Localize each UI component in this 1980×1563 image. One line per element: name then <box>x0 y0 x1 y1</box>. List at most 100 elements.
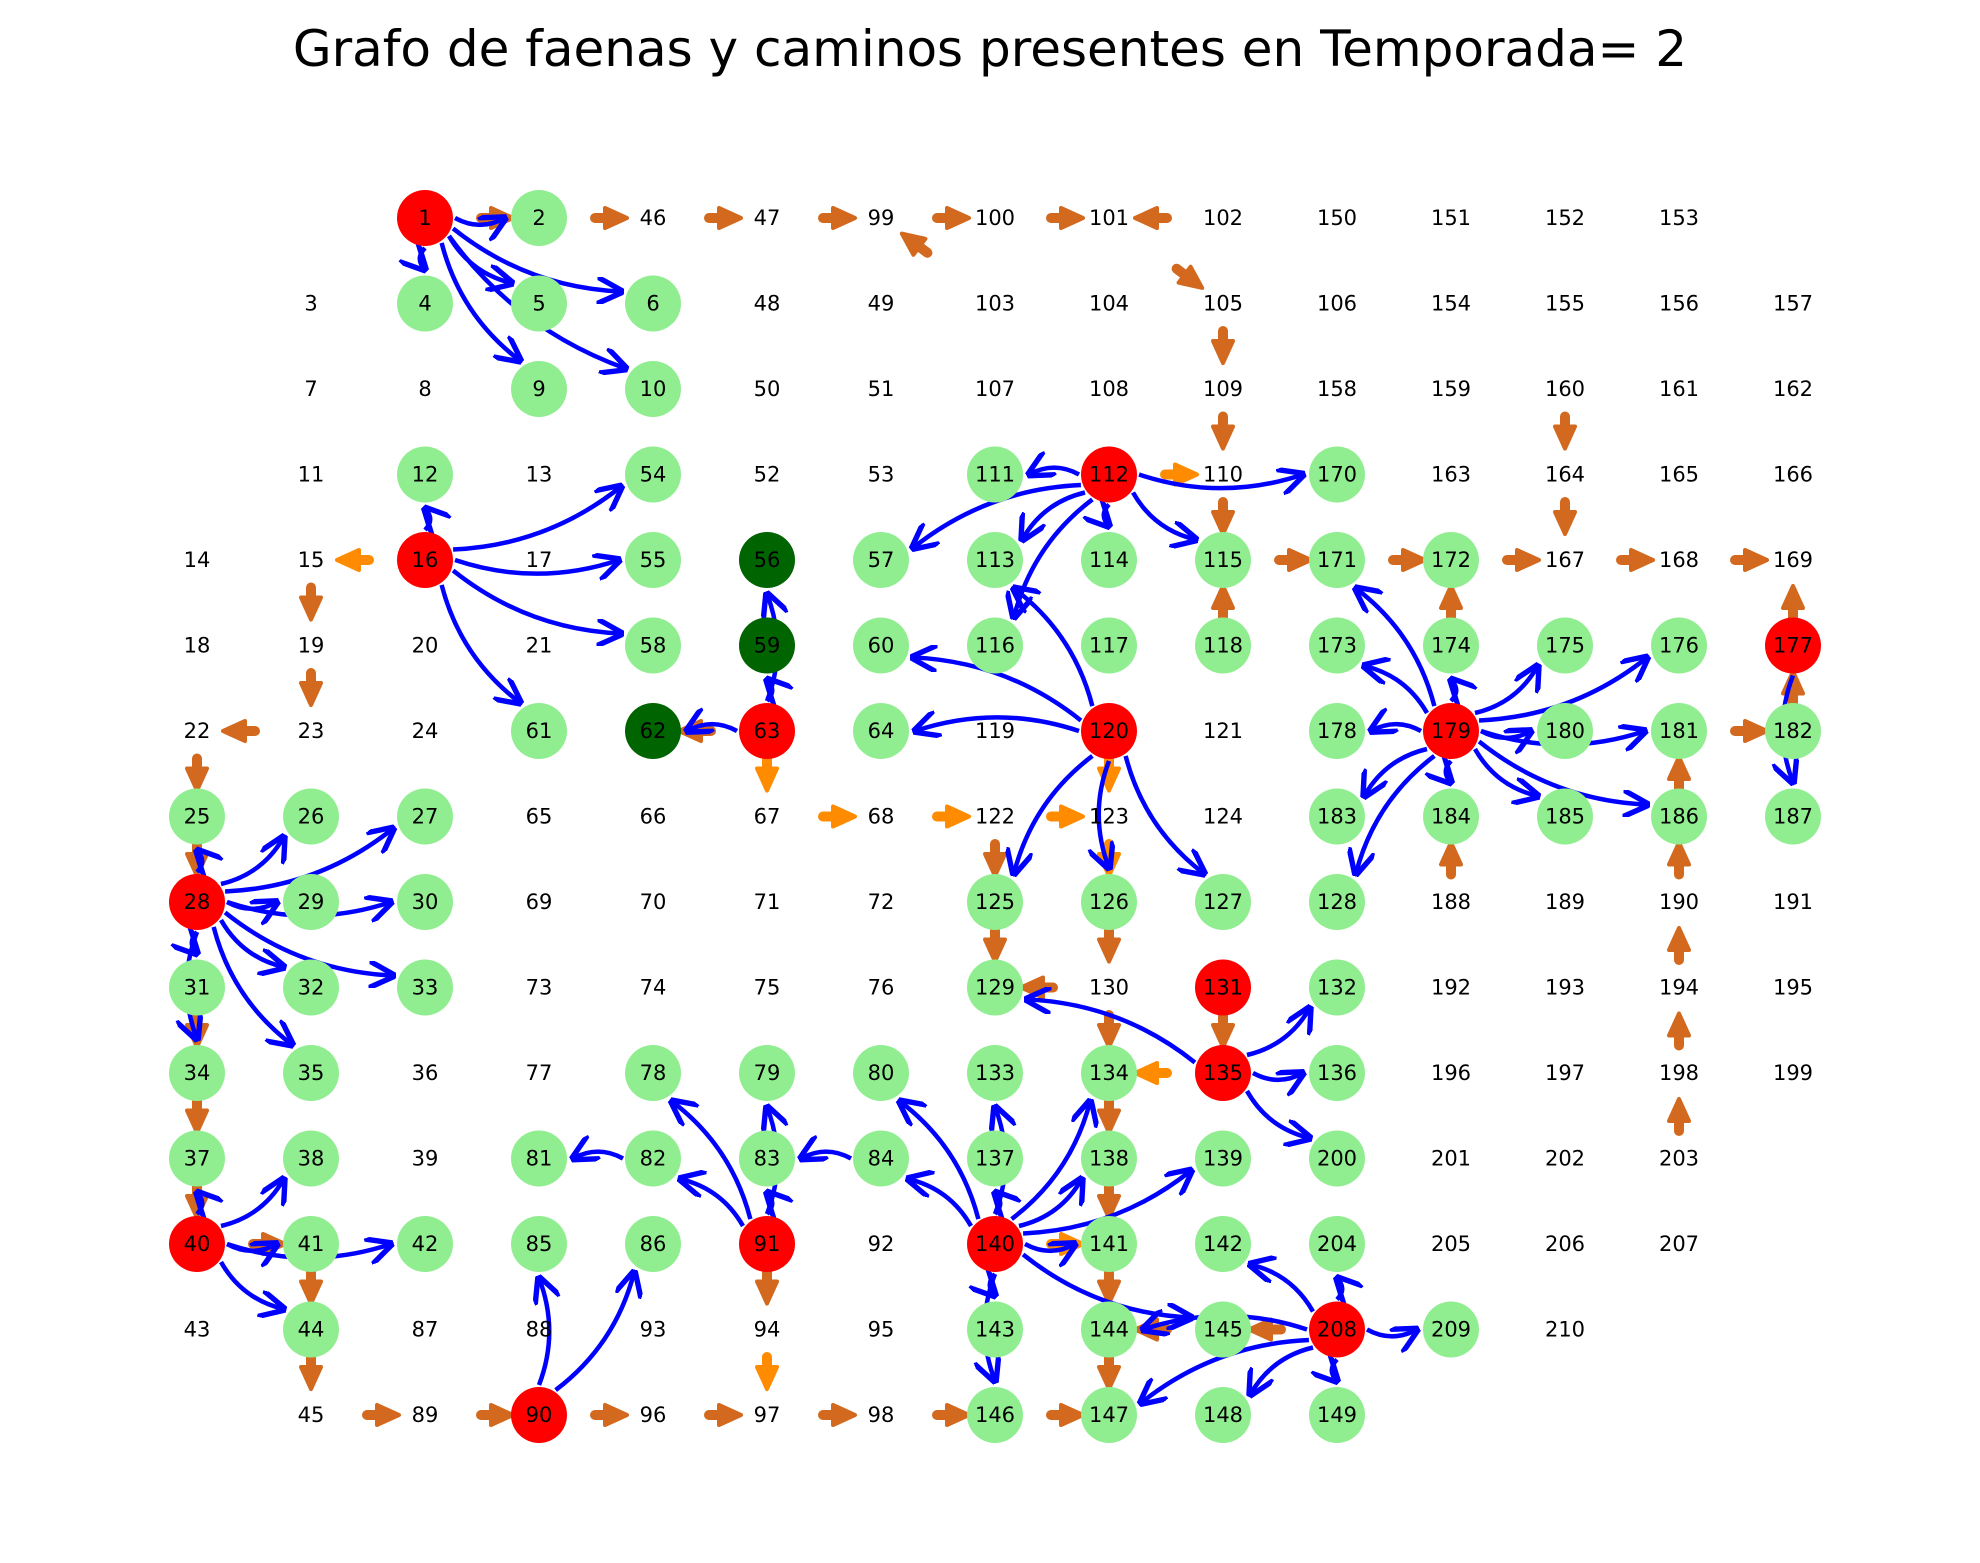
node-label: 44 <box>298 1318 325 1342</box>
node-label: 133 <box>975 1061 1015 1085</box>
faena-edge-135-200 <box>1245 1089 1310 1138</box>
node-26: 26 <box>283 788 339 845</box>
faena-edge-179-175 <box>1474 666 1538 716</box>
node-82: 82 <box>625 1130 681 1187</box>
node-label: 111 <box>975 463 1015 487</box>
node-label: 103 <box>975 292 1015 316</box>
node-182: 182 <box>1765 703 1821 759</box>
node-circle-125 <box>967 874 1023 930</box>
road-edge-91-94 <box>755 1266 779 1306</box>
node-circle-129 <box>967 959 1023 1016</box>
node-136: 136 <box>1309 1045 1365 1101</box>
node-label: 177 <box>1773 634 1813 658</box>
node-157: 157 <box>1773 292 1813 316</box>
node-label: 145 <box>1203 1318 1243 1342</box>
node-circle-170 <box>1309 446 1365 503</box>
faena-edge-140-134 <box>1010 1101 1090 1221</box>
node-label: 134 <box>1089 1061 1129 1085</box>
node-circle-10 <box>625 361 681 417</box>
node-circle-112 <box>1081 446 1137 503</box>
node-circle-111 <box>967 446 1023 503</box>
faena-edge-120-64 <box>915 717 1080 731</box>
faena-edge-112-111 <box>1029 468 1081 475</box>
node-label: 140 <box>975 1232 1015 1256</box>
node-circle-61 <box>511 703 567 759</box>
node-circle-16 <box>397 532 453 588</box>
node-84: 84 <box>853 1130 909 1187</box>
node-31: 31 <box>169 959 225 1016</box>
road-edge-174-172 <box>1439 584 1463 623</box>
node-186: 186 <box>1651 788 1707 845</box>
node-48: 48 <box>754 292 781 316</box>
node-147: 147 <box>1081 1387 1137 1443</box>
road-edge-19-23 <box>299 668 323 707</box>
faena-edge-1-9 <box>439 242 520 361</box>
node-29: 29 <box>283 874 339 930</box>
node-label: 174 <box>1431 634 1471 658</box>
road-edge-188-184 <box>1439 840 1463 880</box>
faena-edge-208-204 <box>1337 1278 1342 1300</box>
node-205: 205 <box>1431 1232 1471 1256</box>
node-164: 164 <box>1545 463 1585 487</box>
node-label: 43 <box>184 1318 211 1342</box>
faena-edge-135-132 <box>1246 1008 1310 1058</box>
node-59: 59 <box>739 617 795 674</box>
node-23: 23 <box>298 719 325 743</box>
node-label: 137 <box>975 1147 1015 1171</box>
node-circle-113 <box>967 532 1023 588</box>
node-circle-115 <box>1195 532 1251 588</box>
road-edge-164-167 <box>1553 497 1577 536</box>
node-label: 14 <box>184 548 211 572</box>
node-label: 171 <box>1317 548 1357 572</box>
node-circle-25 <box>169 788 225 845</box>
node-label: 85 <box>526 1232 553 1256</box>
node-circle-209 <box>1423 1301 1479 1358</box>
node-label: 86 <box>640 1232 667 1256</box>
node-148: 148 <box>1195 1387 1251 1443</box>
node-177: 177 <box>1765 617 1821 674</box>
node-204: 204 <box>1309 1216 1365 1272</box>
node-label: 200 <box>1317 1147 1357 1171</box>
node-label: 172 <box>1431 548 1471 572</box>
faena-edge-90-85 <box>539 1278 549 1386</box>
node-label: 84 <box>868 1147 895 1171</box>
road-edge-203-198 <box>1667 1097 1691 1136</box>
node-74: 74 <box>640 976 667 1000</box>
node-label: 74 <box>640 976 667 1000</box>
road-edge-63-67 <box>755 753 779 793</box>
node-circle-175 <box>1537 617 1593 674</box>
faena-edge-140-137 <box>995 1193 1000 1215</box>
node-42: 42 <box>397 1216 453 1272</box>
node-label: 127 <box>1203 890 1243 914</box>
node-label: 152 <box>1545 206 1585 230</box>
node-201: 201 <box>1431 1147 1471 1171</box>
node-label: 108 <box>1089 377 1129 401</box>
node-124: 124 <box>1203 805 1243 829</box>
road-edge-130-134 <box>1097 1010 1121 1049</box>
node-208: 208 <box>1309 1301 1365 1358</box>
node-circle-2 <box>511 190 567 246</box>
node-label: 2 <box>532 206 545 230</box>
node-label: 90 <box>526 1403 553 1427</box>
faena-edge-179-128 <box>1356 754 1436 874</box>
node-circle-59 <box>739 617 795 674</box>
node-circle-131 <box>1195 959 1251 1016</box>
node-circle-127 <box>1195 874 1251 930</box>
node-168: 168 <box>1659 548 1699 572</box>
node-115: 115 <box>1195 532 1251 588</box>
node-145: 145 <box>1195 1301 1251 1358</box>
node-179: 179 <box>1423 703 1479 759</box>
node-65: 65 <box>526 805 553 829</box>
node-circle-176 <box>1651 617 1707 674</box>
node-circle-86 <box>625 1216 681 1272</box>
node-label: 195 <box>1773 976 1813 1000</box>
node-circle-54 <box>625 446 681 503</box>
node-47: 47 <box>754 206 781 230</box>
node-109: 109 <box>1203 377 1243 401</box>
faena-edge-120-126 <box>1099 760 1109 868</box>
node-circle-28 <box>169 874 225 930</box>
node-label: 33 <box>412 976 439 1000</box>
node-30: 30 <box>397 874 453 930</box>
node-130: 130 <box>1089 976 1129 1000</box>
node-label: 98 <box>868 1403 895 1427</box>
